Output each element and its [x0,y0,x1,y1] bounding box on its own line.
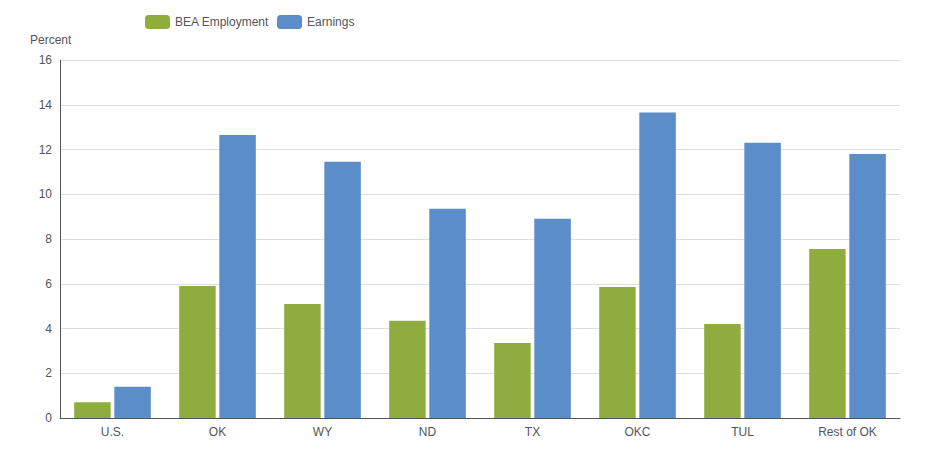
svg-text:OKC: OKC [624,425,650,439]
svg-text:WY: WY [313,425,332,439]
svg-text:10: 10 [39,187,53,201]
svg-text:2: 2 [45,366,52,380]
svg-text:14: 14 [39,98,53,112]
svg-text:0: 0 [45,411,52,425]
svg-text:TX: TX [525,425,540,439]
svg-text:6: 6 [45,277,52,291]
svg-text:Earnings: Earnings [307,15,354,29]
svg-text:12: 12 [39,143,53,157]
svg-text:ND: ND [419,425,437,439]
svg-text:Percent: Percent [30,33,72,47]
svg-text:U.S.: U.S. [101,425,124,439]
svg-text:OK: OK [209,425,226,439]
svg-text:Rest of OK: Rest of OK [818,425,877,439]
svg-text:BEA Employment: BEA Employment [175,15,269,29]
svg-text:4: 4 [45,322,52,336]
svg-text:16: 16 [39,53,53,67]
svg-text:TUL: TUL [731,425,754,439]
svg-text:8: 8 [45,232,52,246]
